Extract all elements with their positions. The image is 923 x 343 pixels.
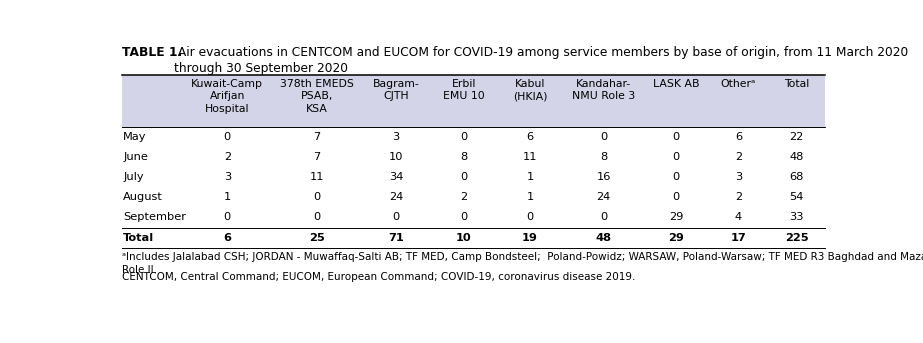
Text: 29: 29	[668, 233, 684, 243]
Text: July: July	[123, 173, 144, 182]
Text: 19: 19	[522, 233, 538, 243]
Text: 71: 71	[389, 233, 404, 243]
Text: 7: 7	[313, 132, 320, 142]
Text: 2: 2	[735, 192, 742, 202]
Text: 0: 0	[600, 213, 607, 223]
Text: 0: 0	[600, 132, 607, 142]
Text: TABLE 1.: TABLE 1.	[122, 46, 182, 59]
Text: 24: 24	[596, 192, 611, 202]
Text: Kuwait-Camp
Arifjan
Hospital: Kuwait-Camp Arifjan Hospital	[191, 79, 263, 114]
Text: 25: 25	[308, 233, 325, 243]
Text: 24: 24	[389, 192, 403, 202]
Text: 6: 6	[526, 132, 533, 142]
Text: May: May	[123, 132, 147, 142]
Text: 6: 6	[735, 132, 742, 142]
Text: 1: 1	[526, 192, 533, 202]
Text: 2: 2	[223, 152, 231, 163]
Text: 8: 8	[600, 152, 607, 163]
Text: 0: 0	[461, 173, 468, 182]
Text: Total: Total	[123, 233, 154, 243]
Text: Total: Total	[784, 79, 809, 89]
Text: 6: 6	[223, 233, 232, 243]
Text: 2: 2	[461, 192, 468, 202]
Text: 225: 225	[785, 233, 809, 243]
Text: June: June	[123, 152, 148, 163]
Text: 11: 11	[522, 152, 537, 163]
Text: 17: 17	[730, 233, 746, 243]
Text: 0: 0	[673, 192, 680, 202]
Text: September: September	[123, 213, 186, 223]
Text: August: August	[123, 192, 163, 202]
Text: 8: 8	[461, 152, 468, 163]
Text: 0: 0	[313, 213, 320, 223]
Text: 0: 0	[392, 213, 400, 223]
Text: 68: 68	[789, 173, 804, 182]
Bar	[122, 75, 824, 127]
Text: ᵃIncludes Jalalabad CSH; JORDAN - Muwaffaq-Salti AB; TF MED, Camp Bondsteel;  Po: ᵃIncludes Jalalabad CSH; JORDAN - Muwaff…	[122, 252, 923, 274]
Text: 0: 0	[313, 192, 320, 202]
Text: 7: 7	[313, 152, 320, 163]
Text: 0: 0	[673, 152, 680, 163]
Text: 48: 48	[789, 152, 804, 163]
Text: 11: 11	[309, 173, 324, 182]
Text: 54: 54	[789, 192, 804, 202]
Text: 48: 48	[595, 233, 612, 243]
Text: 3: 3	[223, 173, 231, 182]
Text: 0: 0	[526, 213, 533, 223]
Text: 34: 34	[389, 173, 403, 182]
Text: 3: 3	[735, 173, 742, 182]
Text: 0: 0	[223, 132, 231, 142]
Text: 0: 0	[461, 132, 468, 142]
Text: 16: 16	[596, 173, 611, 182]
Text: 0: 0	[461, 213, 468, 223]
Text: 0: 0	[673, 173, 680, 182]
Text: Kabul
(HKIA): Kabul (HKIA)	[513, 79, 547, 101]
Text: Kandahar-
NMU Role 3: Kandahar- NMU Role 3	[572, 79, 635, 101]
Text: 2: 2	[735, 152, 742, 163]
Text: 1: 1	[526, 173, 533, 182]
Text: Bagram-
CJTH: Bagram- CJTH	[373, 79, 420, 101]
Text: 378th EMEDS
PSAB,
KSA: 378th EMEDS PSAB, KSA	[280, 79, 354, 114]
Text: 0: 0	[673, 132, 680, 142]
Text: Otherᵃ: Otherᵃ	[721, 79, 756, 89]
Text: 10: 10	[456, 233, 472, 243]
Text: 4: 4	[735, 213, 742, 223]
Text: CENTCOM, Central Command; EUCOM, European Command; COVID-19, coronavirus disease: CENTCOM, Central Command; EUCOM, Europea…	[122, 272, 635, 282]
Text: 3: 3	[392, 132, 400, 142]
Text: 10: 10	[389, 152, 403, 163]
Text: 1: 1	[223, 192, 231, 202]
Text: 33: 33	[789, 213, 804, 223]
Text: Air evacuations in CENTCOM and EUCOM for COVID-19 among service members by base : Air evacuations in CENTCOM and EUCOM for…	[174, 46, 908, 75]
Text: 29: 29	[669, 213, 683, 223]
Text: Erbil
EMU 10: Erbil EMU 10	[443, 79, 485, 101]
Text: 22: 22	[789, 132, 804, 142]
Text: LASK AB: LASK AB	[653, 79, 700, 89]
Text: 0: 0	[223, 213, 231, 223]
